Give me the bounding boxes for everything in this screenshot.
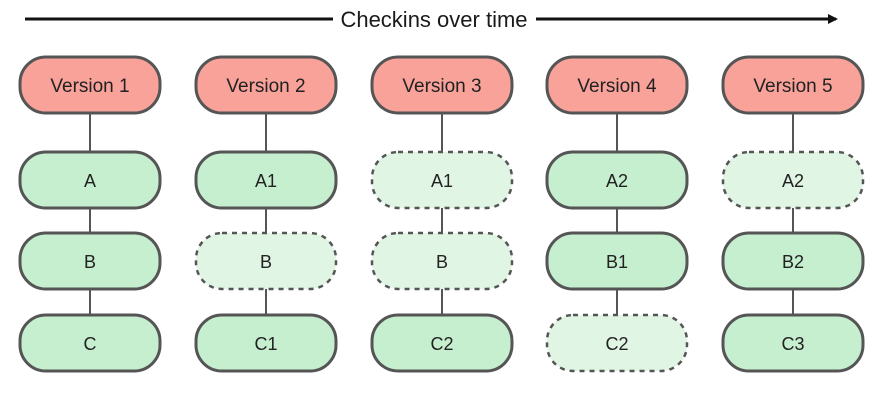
- file-node-c: C: [18, 313, 162, 373]
- file-box: [370, 150, 514, 210]
- file-label: A2: [606, 171, 628, 191]
- file-label: A1: [431, 171, 453, 191]
- file-box: [370, 231, 514, 291]
- file-box: [545, 231, 689, 291]
- file-node-b2: B2: [721, 231, 865, 291]
- file-label: A1: [255, 171, 277, 191]
- file-node-c3: C3: [721, 313, 865, 373]
- version-box: [18, 55, 162, 115]
- file-node-a: A: [18, 150, 162, 210]
- file-label: C2: [605, 334, 628, 354]
- version-label: Version 5: [753, 76, 832, 97]
- version-columns: Version 1 A B C Version 2 A1 B C1 Version 3 A1 B C2…: [18, 55, 865, 373]
- file-box: [721, 231, 865, 291]
- file-box: [18, 313, 162, 373]
- version-node-1: Version 1: [18, 55, 162, 115]
- file-label: B2: [782, 252, 804, 272]
- file-label: B: [436, 252, 448, 272]
- file-node-b1: B1: [545, 231, 689, 291]
- file-label: C1: [254, 334, 277, 354]
- version-column-3: Version 3 A1 B C2: [370, 55, 514, 373]
- version-column-1: Version 1 A B C: [18, 55, 162, 373]
- file-node-c1: C1: [194, 313, 338, 373]
- file-node-c2: C2: [370, 313, 514, 373]
- version-label: Version 2: [226, 76, 305, 97]
- version-node-4: Version 4: [545, 55, 689, 115]
- file-label: A: [84, 171, 96, 191]
- version-column-2: Version 2 A1 B C1: [194, 55, 338, 373]
- file-box: [18, 150, 162, 210]
- file-label: B1: [606, 252, 628, 272]
- file-box: [545, 313, 689, 373]
- file-box: [721, 150, 865, 210]
- file-label: A2: [782, 171, 804, 191]
- version-label: Version 1: [50, 76, 129, 97]
- file-label: B: [260, 252, 272, 272]
- version-column-4: Version 4 A2 B1 C2: [545, 55, 689, 373]
- unchanged-file-node-c2: C2: [545, 313, 689, 373]
- file-box: [545, 150, 689, 210]
- version-box: [370, 55, 514, 115]
- timeline: Checkins over time: [25, 7, 838, 32]
- file-node-b: B: [18, 231, 162, 291]
- version-box: [545, 55, 689, 115]
- version-box: [721, 55, 865, 115]
- file-node-a1: A1: [194, 150, 338, 210]
- file-box: [18, 231, 162, 291]
- version-node-2: Version 2: [194, 55, 338, 115]
- version-node-3: Version 3: [370, 55, 514, 115]
- version-label: Version 4: [577, 76, 657, 97]
- file-label: B: [84, 252, 96, 272]
- unchanged-file-node-b: B: [194, 231, 338, 291]
- file-box: [194, 231, 338, 291]
- file-box: [721, 313, 865, 373]
- file-box: [194, 150, 338, 210]
- file-label: C: [84, 334, 97, 354]
- version-label: Version 3: [402, 76, 481, 97]
- timeline-label: Checkins over time: [340, 7, 527, 32]
- version-column-5: Version 5 A2 B2 C3: [721, 55, 865, 373]
- file-label: C2: [430, 334, 453, 354]
- file-node-a2: A2: [545, 150, 689, 210]
- unchanged-file-node-a2: A2: [721, 150, 865, 210]
- unchanged-file-node-a1: A1: [370, 150, 514, 210]
- unchanged-file-node-b: B: [370, 231, 514, 291]
- version-node-5: Version 5: [721, 55, 865, 115]
- file-box: [370, 313, 514, 373]
- version-box: [194, 55, 338, 115]
- file-label: C3: [781, 334, 804, 354]
- file-box: [194, 313, 338, 373]
